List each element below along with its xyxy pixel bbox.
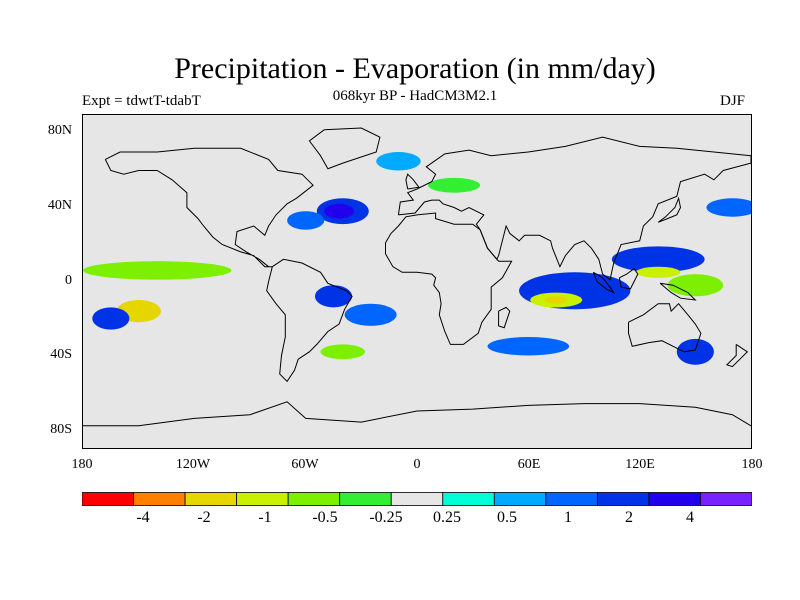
coastline-borneo bbox=[618, 267, 639, 290]
colorbar-box-8 bbox=[493, 492, 547, 506]
chart-subtitle: 068kyr BP - HadCM3M2.1 bbox=[332, 88, 498, 104]
colorbar-box-0 bbox=[82, 492, 134, 506]
coastline-antarctica bbox=[83, 401, 751, 427]
colorbar-box-5 bbox=[339, 492, 392, 506]
coastline-north-america bbox=[104, 147, 314, 268]
lat-label-40s: 40S bbox=[50, 347, 72, 362]
field-gulf-stream bbox=[287, 211, 325, 230]
coastline-australia bbox=[628, 302, 702, 353]
lat-label-80s: 80S bbox=[50, 422, 72, 437]
coastline-british-isles bbox=[405, 173, 420, 190]
lon-label-0: 0 bbox=[413, 457, 421, 472]
field-indian-ocean-core bbox=[545, 296, 568, 304]
colorbar-label-8: 1 bbox=[564, 509, 572, 526]
colorbar-box-6 bbox=[390, 492, 444, 506]
coastline-new-guinea bbox=[659, 282, 697, 301]
field-s-atlantic-wet bbox=[344, 303, 397, 326]
lon-label-180e: 180 bbox=[741, 457, 763, 472]
field-brazil-wet bbox=[314, 285, 353, 308]
colorbar-label-10: 4 bbox=[686, 509, 694, 526]
field-n-atlantic-core bbox=[324, 203, 354, 219]
colorbar-boxes bbox=[82, 492, 752, 506]
colorbar-box-3 bbox=[236, 492, 289, 506]
coastline-south-america bbox=[266, 258, 353, 383]
colorbar-label-1: -4 bbox=[136, 509, 150, 526]
colorbar-box-7 bbox=[442, 492, 495, 506]
colorbar-label-9: 2 bbox=[625, 509, 633, 526]
coastline-greenland bbox=[308, 127, 381, 170]
lon-label-60e: 60E bbox=[517, 457, 541, 472]
colorbar-box-10 bbox=[596, 492, 650, 506]
field-s-atlantic-green bbox=[320, 344, 366, 360]
coastline-sumatra bbox=[592, 271, 616, 294]
colorbar bbox=[82, 492, 752, 506]
coastline-africa bbox=[385, 212, 513, 345]
colorbar-label-7: 0.5 bbox=[497, 509, 517, 526]
field-w-pacific-dry bbox=[635, 266, 681, 278]
lon-label-180w: 180 bbox=[71, 457, 93, 472]
field-s-indian-wet bbox=[487, 337, 570, 356]
field-e-pacific-itcz-green bbox=[83, 261, 232, 280]
lon-label-60w: 60W bbox=[291, 457, 319, 472]
field-n-pacific-wet bbox=[706, 198, 751, 217]
season-label: DJF bbox=[720, 93, 746, 109]
lon-label-120w: 120W bbox=[175, 457, 211, 472]
colorbar-label-4: -0.5 bbox=[312, 509, 338, 526]
field-australia-wet bbox=[676, 338, 714, 365]
colorbar-box-11 bbox=[648, 492, 701, 506]
coastline-new-zealand bbox=[725, 343, 749, 368]
chart-title: Precipitation - Evaporation (in mm/day) bbox=[174, 52, 656, 85]
field-n-europe-green bbox=[428, 177, 481, 193]
field-arctic-wet bbox=[376, 152, 421, 171]
colorbar-box-2 bbox=[184, 492, 238, 506]
coastline-eurasia bbox=[397, 136, 751, 281]
colorbar-label-5: -0.25 bbox=[369, 509, 403, 526]
map-panel bbox=[82, 114, 752, 449]
colorbar-box-12 bbox=[700, 492, 752, 506]
lat-label-40n: 40N bbox=[47, 198, 72, 213]
lat-label-eq: 0 bbox=[65, 273, 72, 288]
map-canvas bbox=[83, 127, 751, 427]
coastline-madagascar bbox=[498, 306, 511, 329]
colorbar-box-1 bbox=[133, 492, 186, 506]
colorbar-label-2: -2 bbox=[197, 509, 211, 526]
field-maritime-green bbox=[667, 274, 724, 297]
field-w-pacific-wet bbox=[611, 246, 705, 273]
lat-label-80n: 80N bbox=[47, 123, 72, 138]
experiment-label: Expt = tdwtT-tdabT bbox=[82, 93, 201, 109]
colorbar-label-3: -1 bbox=[258, 509, 272, 526]
field-s-pacific-wet-w bbox=[92, 307, 130, 330]
lon-label-120e: 120E bbox=[625, 457, 655, 472]
colorbar-box-9 bbox=[545, 492, 598, 506]
colorbar-box-4 bbox=[287, 492, 341, 506]
colorbar-label-6: 0.25 bbox=[433, 509, 461, 526]
coastline-japan bbox=[657, 196, 682, 223]
